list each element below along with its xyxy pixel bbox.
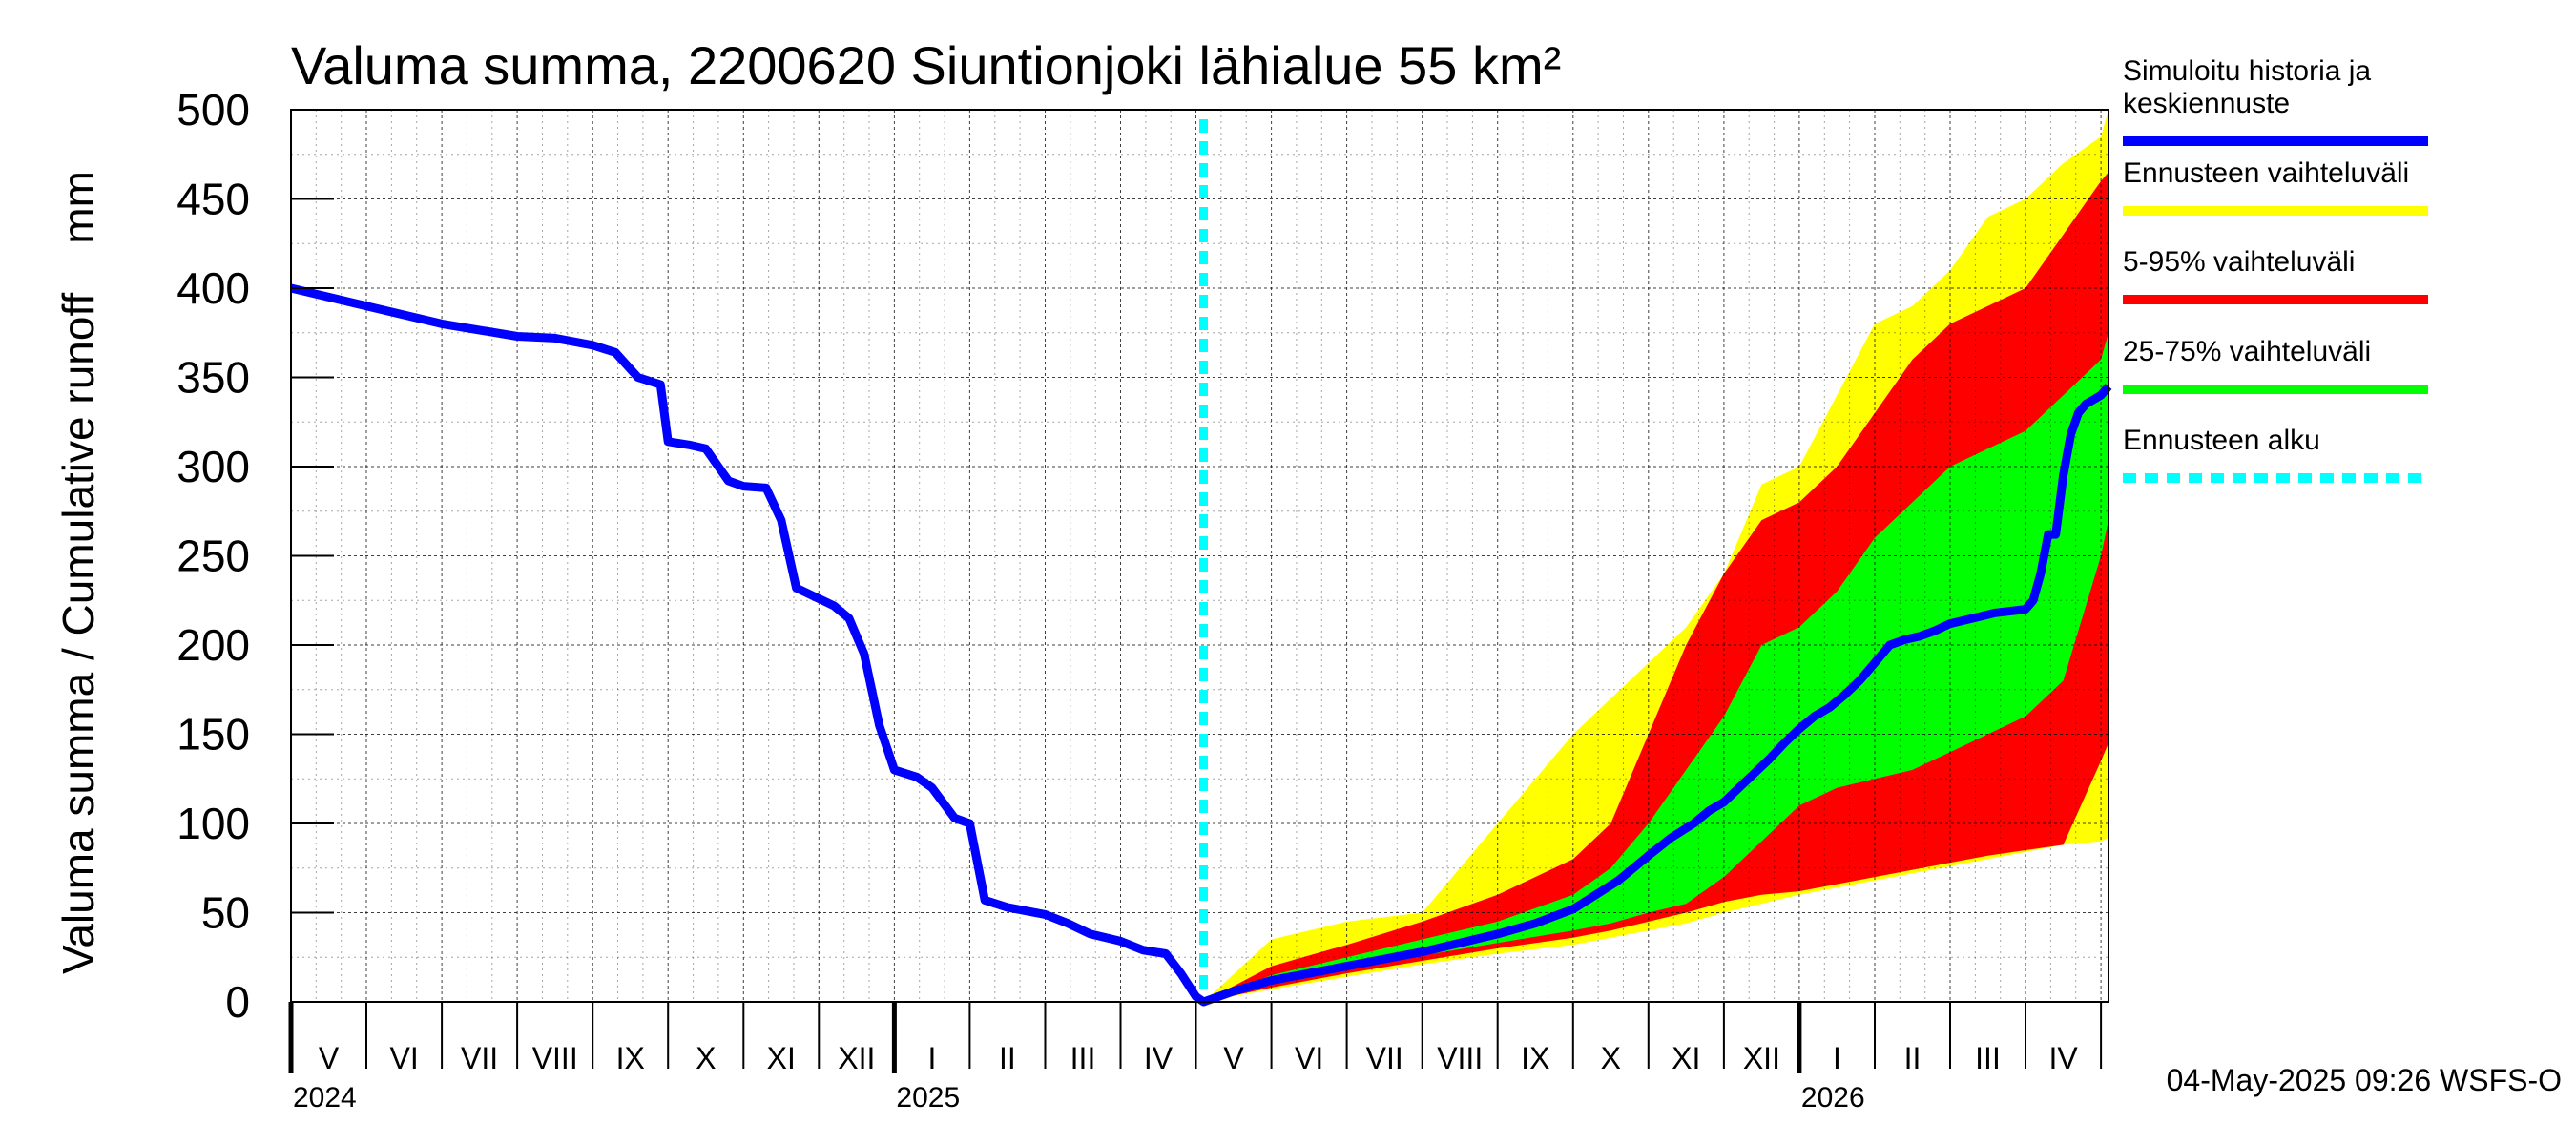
y-tick-label: 350 [177, 353, 250, 403]
month-label: III [1070, 1041, 1096, 1075]
month-label: V [1223, 1041, 1244, 1075]
y-tick-label: 50 [201, 888, 250, 938]
month-label: X [696, 1041, 716, 1075]
month-label: I [1833, 1041, 1841, 1075]
y-tick-label: 150 [177, 710, 250, 760]
month-label: VIII [532, 1041, 578, 1075]
plot-area [289, 109, 2112, 1007]
year-label: 2026 [1801, 1082, 1865, 1114]
y-tick-label: 100 [177, 799, 250, 848]
legend-label: keskiennuste [2123, 88, 2290, 119]
month-label: VIII [1437, 1041, 1483, 1075]
month-label: XII [838, 1041, 875, 1075]
month-label: XI [767, 1041, 796, 1075]
month-label: IV [1144, 1041, 1174, 1075]
month-label: X [1601, 1041, 1621, 1075]
timestamp: 04-May-2025 09:26 WSFS-O [2167, 1063, 2562, 1097]
legend-label: 5-95% vaihteluväli [2123, 246, 2355, 278]
band-area-2 [1203, 332, 2109, 1002]
month-label: II [1904, 1041, 1922, 1075]
month-label: IX [1521, 1041, 1549, 1075]
month-label: III [1975, 1041, 2001, 1075]
y-axis-label: Valuma summa / Cumulative runoff mm [53, 171, 103, 974]
legend-label: 25-75% vaihteluväli [2123, 336, 2371, 367]
x-axis: V VI VII VIII IX X XI XII I II III IV V VI VII VIII IX X X… [288, 1001, 2109, 1114]
month-label: VII [1366, 1041, 1403, 1075]
month-label: XI [1672, 1041, 1700, 1075]
month-label: II [999, 1041, 1016, 1075]
year-label: 2025 [896, 1082, 960, 1114]
y-tick-label: 300 [177, 442, 250, 491]
month-label: IX [616, 1041, 645, 1075]
year-label: 2024 [293, 1082, 357, 1114]
month-label: IV [2048, 1041, 2078, 1075]
legend-label: Simuloitu historia ja [2123, 55, 2371, 87]
month-label: VI [1295, 1041, 1323, 1075]
y-tick-label: 200 [177, 620, 250, 670]
month-label: XII [1743, 1041, 1780, 1075]
y-tick-label: 400 [177, 263, 250, 313]
month-label: I [927, 1041, 936, 1075]
chart-title: Valuma summa, 2200620 Siuntionjoki lähia… [291, 35, 1561, 95]
y-tick-label: 250 [177, 531, 250, 581]
series-line-simulated [289, 283, 2112, 1007]
y-tick-label: 500 [177, 85, 250, 135]
y-axis: 0 50 100 150 200 250 300 350 400 450 500 [177, 85, 334, 1027]
y-tick-label: 450 [177, 175, 250, 224]
band-area-1 [1203, 172, 2109, 1002]
month-label: VII [461, 1041, 498, 1075]
legend-label: Ennusteen vaihteluväli [2123, 157, 2409, 189]
month-label: VI [389, 1041, 418, 1075]
forecast-bands [1203, 110, 2109, 1002]
month-label: V [319, 1041, 340, 1075]
legend-label: Ennusteen alku [2123, 425, 2320, 456]
y-tick-label: 0 [225, 977, 250, 1027]
